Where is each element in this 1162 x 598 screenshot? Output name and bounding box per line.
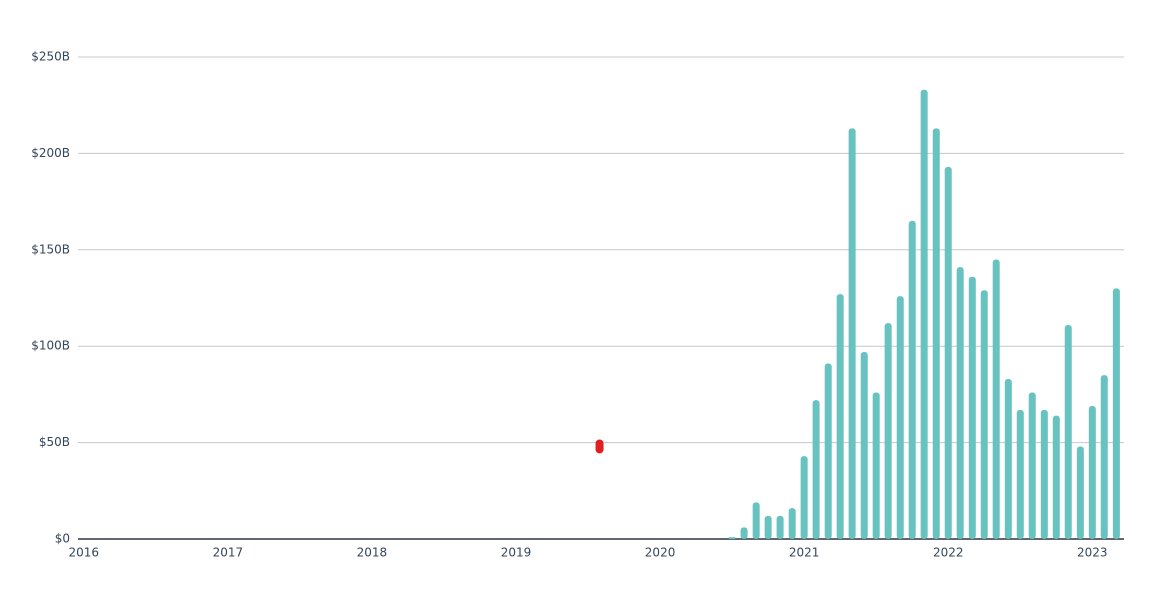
y-tick-label: $200B [31,146,70,160]
bar [1016,409,1024,539]
bar [788,508,796,539]
bar [1100,375,1108,539]
bar [1028,392,1036,539]
bar [992,259,1000,539]
bar [740,527,748,539]
bar [800,456,808,539]
bar [932,128,940,539]
x-tick-label: 2018 [357,546,388,560]
bar [896,296,904,539]
x-tick-label: 2020 [645,546,676,560]
bar [836,294,844,539]
y-tick-label: $50B [39,435,70,449]
bar [860,351,868,539]
bar [1064,324,1072,539]
x-tick-label: 2017 [213,546,244,560]
bar [728,537,736,539]
bar [884,323,892,539]
bar [1088,405,1096,539]
bar [1040,409,1048,539]
bar [1112,288,1120,539]
y-tick-label: $250B [31,50,70,64]
bar [764,515,772,539]
bar [920,89,928,539]
bar [1076,446,1084,539]
highlight-point [595,439,604,454]
x-tick-label: 2016 [68,546,99,560]
bar [812,400,820,539]
bar [752,502,760,539]
y-tick-label: $150B [31,242,70,256]
bar [1052,415,1060,539]
bar [908,220,916,539]
y-tick-label: $0 [55,532,70,546]
x-tick-label: 2019 [501,546,532,560]
bar [872,392,880,539]
x-tick-label: 2022 [933,546,964,560]
bar [776,515,784,539]
bar [848,128,856,539]
x-tick-label: 2023 [1077,546,1108,560]
bar [944,166,952,539]
bar [980,290,988,539]
y-tick-label: $100B [31,339,70,353]
bar [968,276,976,539]
x-tick-label: 2021 [789,546,820,560]
bar [1004,378,1012,539]
bar [956,267,964,539]
bar [824,363,832,539]
